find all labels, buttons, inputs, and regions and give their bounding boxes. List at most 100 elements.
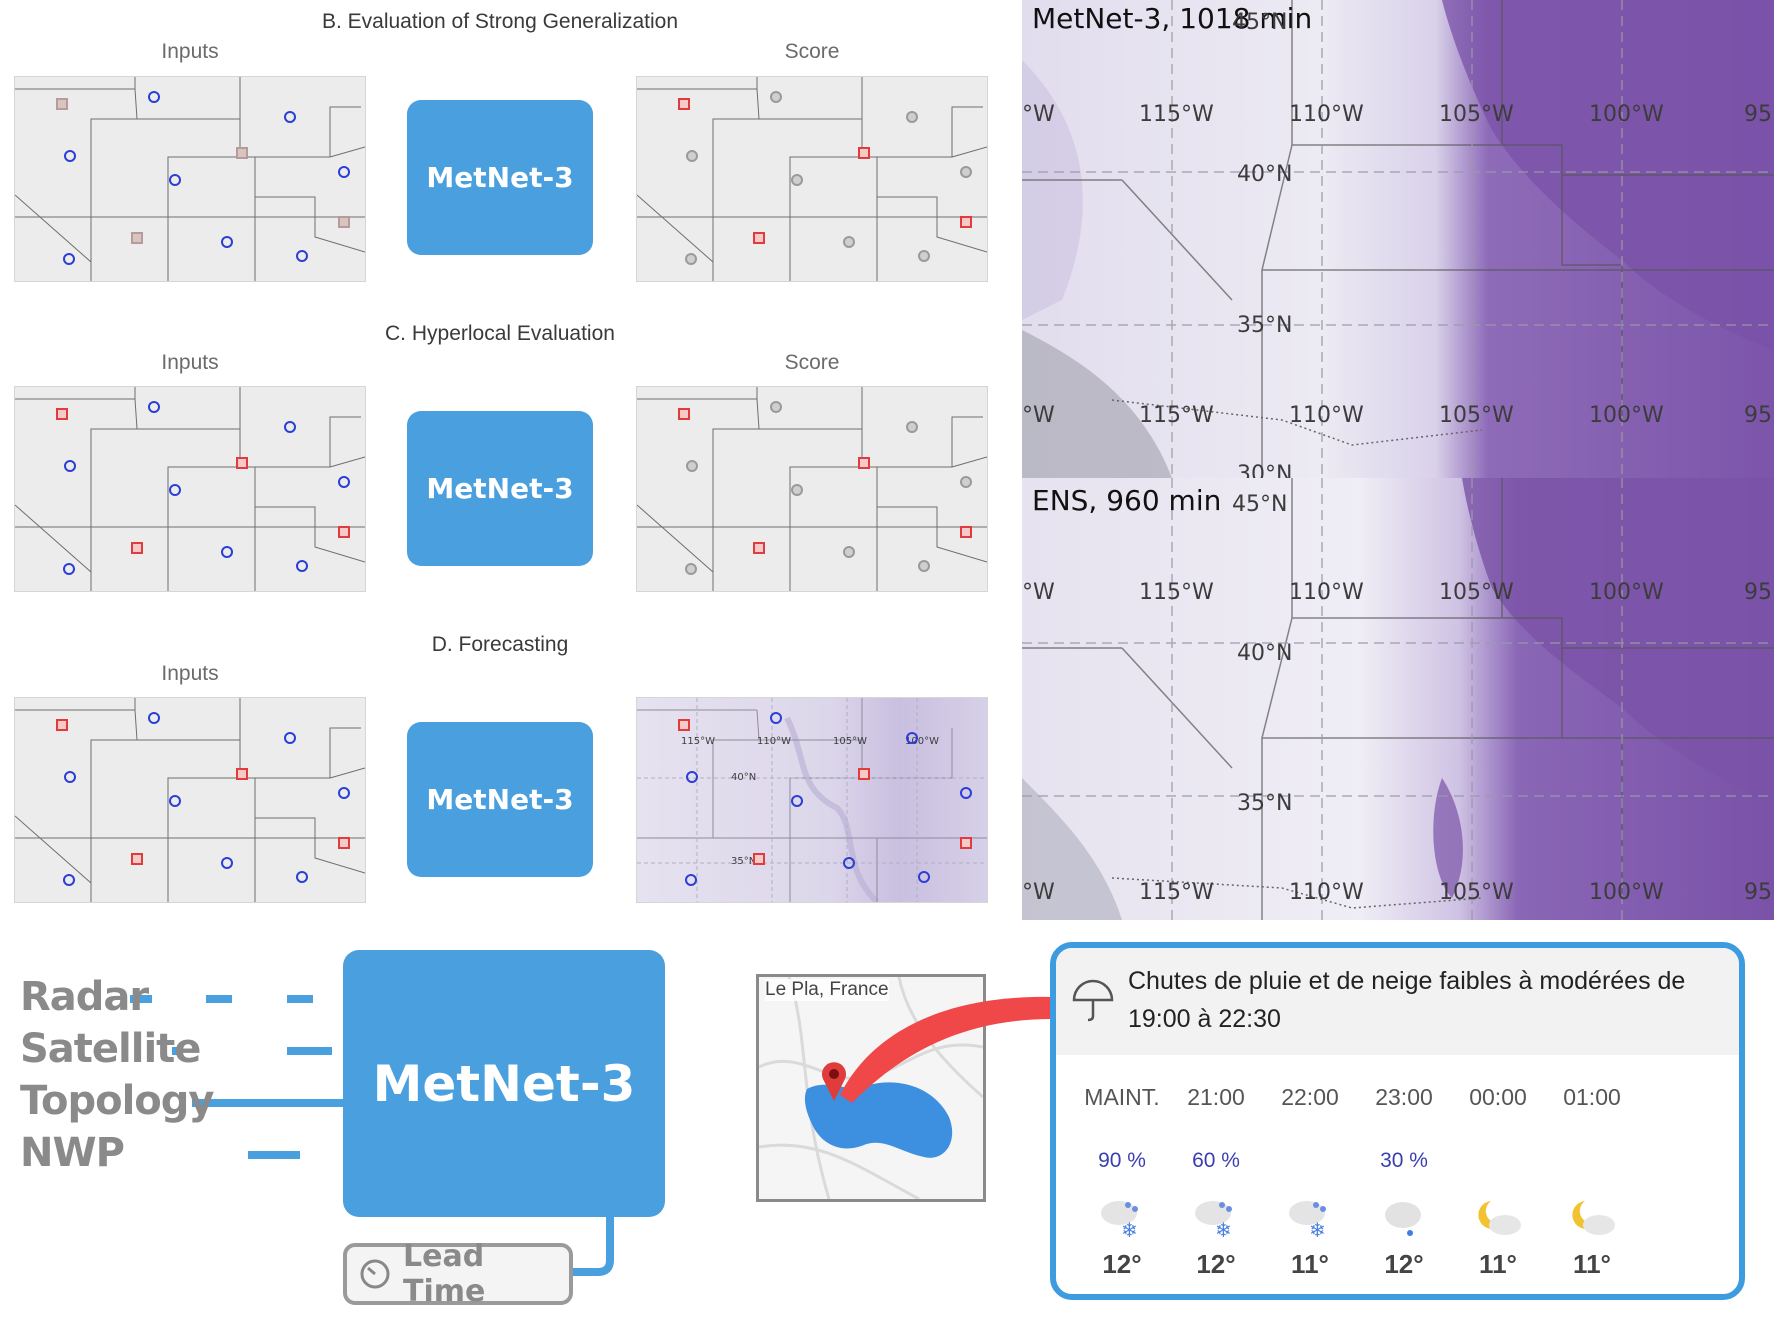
snow-cloud-icon: ❄ xyxy=(1068,1195,1176,1243)
hourly-forecast-column: MAINT. 90 % ❄ 12° xyxy=(1068,948,1176,1279)
input-station-marker xyxy=(221,546,233,558)
heldout-station-marker xyxy=(338,216,350,228)
input-station-marker xyxy=(791,795,803,807)
hidden-station-marker xyxy=(685,253,697,265)
main-model-box: MetNet-3 xyxy=(343,950,665,1217)
section-d-title: D. Forecasting xyxy=(431,633,569,656)
evaluation-station-marker xyxy=(236,768,248,780)
map1-lon-bottom-4: 100°W xyxy=(1589,403,1664,428)
evaluation-station-marker xyxy=(960,837,972,849)
evaluation-station-marker xyxy=(960,216,972,228)
hour-time-label: 01:00 xyxy=(1563,1084,1621,1110)
input-station-marker xyxy=(284,111,296,123)
map2-lon-top-2: 110°W xyxy=(1289,580,1364,605)
map2-lon-top-0: °W xyxy=(1022,580,1055,605)
section-b-score-label: Score xyxy=(784,40,840,63)
forecast-tick-lon-0: 115°W xyxy=(681,736,715,747)
map1-lon-bottom-5: 95 xyxy=(1744,403,1772,428)
weather-forecast-card: Chutes de pluie et de neige faibles à mo… xyxy=(1050,942,1745,1300)
callout-arrow xyxy=(840,996,1052,1103)
input-station-marker xyxy=(64,771,76,783)
map2-lon-bottom-4: 100°W xyxy=(1589,880,1664,905)
map2-lon-top-1: 115°W xyxy=(1139,580,1214,605)
hour-time-label: 22:00 xyxy=(1281,1084,1339,1110)
state-borders xyxy=(15,698,365,902)
lead-time-label: Lead Time xyxy=(403,1239,486,1309)
forecast-tick-lon-1: 110°W xyxy=(757,736,791,747)
precip-probability: 30 % xyxy=(1380,1149,1428,1172)
hidden-station-marker xyxy=(960,166,972,178)
svg-text:❄: ❄ xyxy=(1309,1218,1326,1241)
input-station-marker xyxy=(64,460,76,472)
hour-temperature: 12° xyxy=(1102,1249,1142,1279)
umbrella-icon xyxy=(1070,976,1116,1027)
precip-probability: 90 % xyxy=(1098,1149,1146,1172)
input-station-marker xyxy=(338,166,350,178)
ens-precip-map: ENS, 960 min °W 115°W 110°W 105°W 100°W … xyxy=(1022,478,1774,920)
hour-time-label: MAINT. xyxy=(1084,1084,1160,1110)
map1-lon-top-5: 95 xyxy=(1744,102,1772,127)
map2-lat-0: 45°N xyxy=(1232,492,1288,517)
input-station-marker xyxy=(284,421,296,433)
hourly-forecast-column: 23:00 30 % 12° xyxy=(1350,948,1458,1279)
hourly-forecast-column: 22:00 ❄ 11° xyxy=(1256,948,1364,1279)
evaluation-station-marker xyxy=(56,408,68,420)
hidden-station-marker xyxy=(906,421,918,433)
section-b-inputs-map xyxy=(14,76,366,282)
evaluation-station-marker xyxy=(960,526,972,538)
moon-cloud-icon xyxy=(1538,1195,1646,1243)
section-c-title: C. Hyperlocal Evaluation xyxy=(385,322,615,345)
map1-lat-0: 45°N xyxy=(1232,10,1288,35)
map1-lat-3: 30°N xyxy=(1237,462,1293,478)
input-station-marker xyxy=(686,771,698,783)
hour-time-label: 21:00 xyxy=(1187,1084,1245,1110)
state-borders xyxy=(15,387,365,591)
evaluation-station-marker xyxy=(858,457,870,469)
evaluation-station-marker xyxy=(678,719,690,731)
input-station-marker xyxy=(338,476,350,488)
moon-cloud-icon xyxy=(1444,1195,1552,1243)
evaluation-station-marker xyxy=(56,719,68,731)
input-station-marker xyxy=(296,250,308,262)
svg-text:❄: ❄ xyxy=(1121,1218,1138,1241)
state-borders xyxy=(637,387,987,591)
hidden-station-marker xyxy=(685,563,697,575)
section-b-score-map xyxy=(636,76,988,282)
precip-blob xyxy=(804,1082,953,1158)
hourly-forecast-column: 21:00 60 % ❄ 12° xyxy=(1162,948,1270,1279)
map1-lon-top-3: 105°W xyxy=(1439,102,1514,127)
input-station-marker xyxy=(63,874,75,886)
precip-field xyxy=(1022,478,1774,920)
input-station-marker xyxy=(770,712,782,724)
svg-text:❄: ❄ xyxy=(1215,1218,1232,1241)
section-b-title: B. Evaluation of Strong Generalization xyxy=(321,10,679,33)
location-pin-icon xyxy=(822,1062,846,1101)
hourly-forecast-column: 01:00 11° xyxy=(1538,948,1646,1279)
hour-temperature: 12° xyxy=(1384,1249,1424,1279)
input-station-marker xyxy=(338,787,350,799)
forecast-tick-lon-3: 100°W xyxy=(905,736,939,747)
section-b-model-box: MetNet-3 xyxy=(407,100,593,255)
clock-icon xyxy=(359,1258,391,1290)
section-d-model-box: MetNet-3 xyxy=(407,722,593,877)
hidden-station-marker xyxy=(770,91,782,103)
hour-time-label: 00:00 xyxy=(1469,1084,1527,1110)
precip-probability: 60 % xyxy=(1192,1149,1240,1172)
hidden-station-marker xyxy=(960,476,972,488)
precip-probability xyxy=(1538,1149,1646,1175)
hour-time-label: 23:00 xyxy=(1375,1084,1433,1110)
input-station-marker xyxy=(148,712,160,724)
evaluation-station-marker xyxy=(236,457,248,469)
input-station-marker xyxy=(221,857,233,869)
map1-lon-bottom-3: 105°W xyxy=(1439,403,1514,428)
hidden-station-marker xyxy=(770,401,782,413)
input-station-marker xyxy=(63,253,75,265)
input-topology-label: Topology xyxy=(20,1078,214,1124)
map1-lon-top-2: 110°W xyxy=(1289,102,1364,127)
location-map: Le Pla, France xyxy=(756,974,986,1202)
hidden-station-marker xyxy=(686,150,698,162)
metnet3-precip-map: MetNet-3, 1018 min °W 115°W 110°W 105°W … xyxy=(1022,0,1774,478)
hour-temperature: 11° xyxy=(1291,1249,1329,1279)
section-c-model-box: MetNet-3 xyxy=(407,411,593,566)
forecast-precip-overlay xyxy=(637,698,987,902)
